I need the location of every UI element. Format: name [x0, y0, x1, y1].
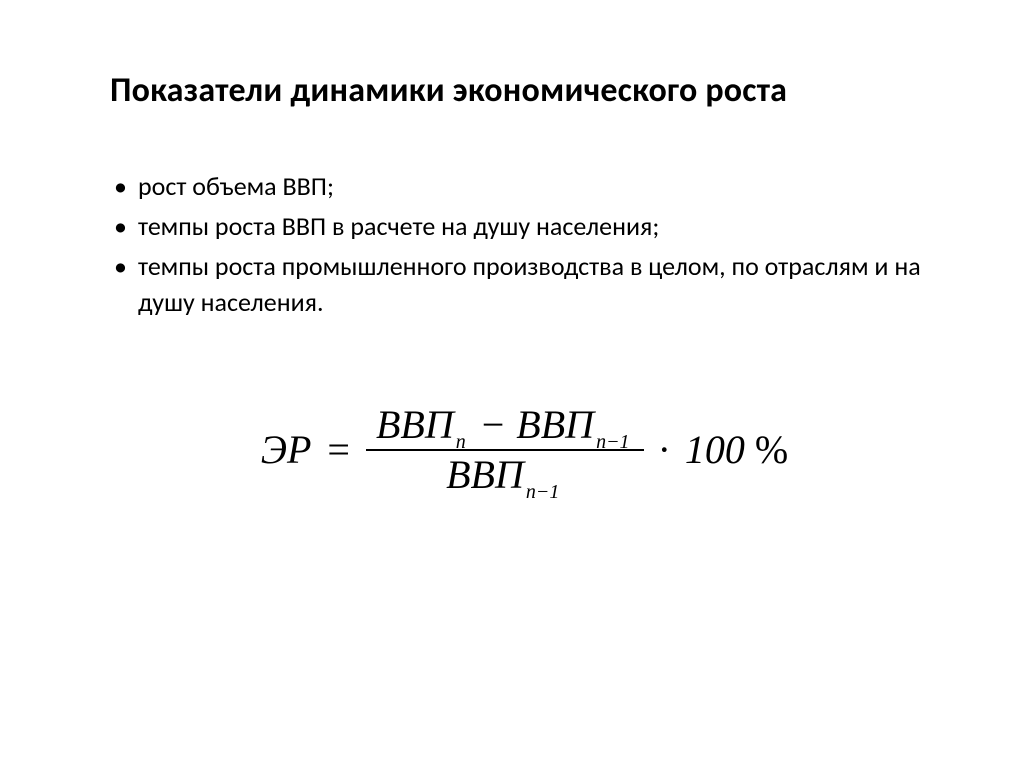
num-term1: ВВП	[376, 403, 454, 447]
den-term: ВВП	[446, 453, 524, 497]
den-sub: n−1	[526, 481, 560, 503]
num-sub1: n	[456, 431, 466, 453]
formula-eq: =	[321, 426, 356, 473]
formula-lhs: ЭР	[261, 426, 312, 473]
num-op: −	[474, 403, 513, 447]
list-item: темпы роста промышленного производства в…	[110, 249, 939, 321]
page-title: Показатели динамики экономического роста	[110, 70, 939, 111]
formula-denominator: ВВП n−1	[436, 451, 573, 499]
list-item: рост объема ВВП;	[110, 169, 939, 205]
num-term2: ВВП	[516, 403, 594, 447]
formula-constant: 100	[685, 426, 745, 473]
formula-fraction: ВВП n − ВВП n−1 ВВП n−1	[366, 401, 644, 499]
formula: ЭР = ВВП n − ВВП n−1 ВВП n−1 · 100 %	[110, 401, 939, 499]
formula-numerator: ВВП n − ВВП n−1	[366, 401, 644, 449]
list-item: темпы роста ВВП в расчете на душу населе…	[110, 209, 939, 245]
num-sub2: n−1	[596, 431, 630, 453]
formula-dot: ·	[654, 426, 675, 473]
bullet-list: рост объема ВВП; темпы роста ВВП в расче…	[110, 169, 939, 321]
formula-percent: %	[755, 426, 788, 473]
